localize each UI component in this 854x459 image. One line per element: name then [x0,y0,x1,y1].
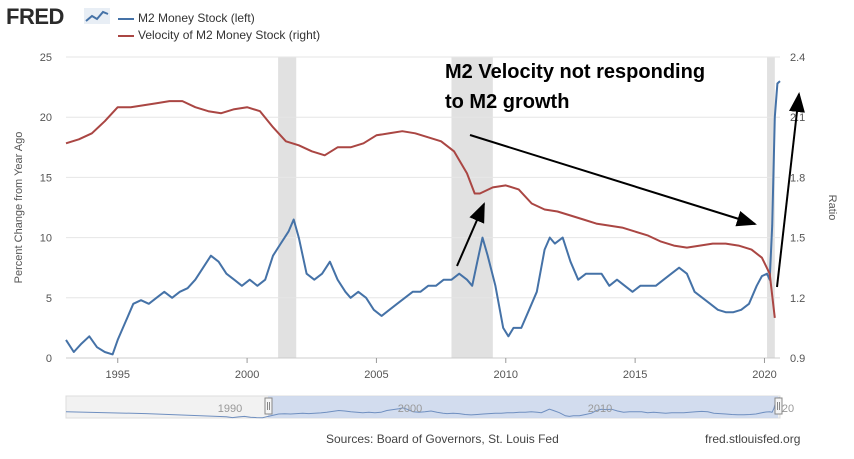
legend-item-m2[interactable]: M2 Money Stock (left) [118,10,320,27]
navigator-handle-left[interactable] [264,397,273,415]
navigator-sparkline [65,397,781,419]
chart-legend: M2 Money Stock (left) Velocity of M2 Mon… [118,10,320,44]
y-tick-label-20: 20 [40,112,52,124]
sources-text: Sources: Board of Governors, St. Louis F… [326,432,559,446]
plot-area [66,57,780,358]
legend-swatch-m2 [118,17,134,20]
navigator-selection[interactable] [268,396,778,418]
y-tick-label-25: 25 [40,52,52,64]
y2-tick-label-3: 1.8 [790,172,805,184]
y-tick-label-5: 5 [46,293,52,305]
navigator-tick-label-2: 2010 [588,403,612,415]
navigator-handle-right[interactable] [774,397,783,415]
annotation-line-0: M2 Velocity not responding [445,61,705,83]
annotation-arrow-velocity [469,134,757,227]
y2-tick-label-2: 1.5 [790,233,805,245]
annotation-arrow-2020 [776,92,805,288]
x-tick-label-2010: 2010 [494,369,518,381]
y-tick-label-15: 15 [40,172,52,184]
y2-axis-label: Ratio [826,195,838,221]
x-tick-label-2005: 2005 [364,369,388,381]
navigator-tick-label-3: 20 [782,403,794,415]
legend-label-velocity: Velocity of M2 Money Stock (right) [138,28,321,42]
legend-label-m2: M2 Money Stock (left) [138,11,255,25]
y2-tick-label-5: 2.4 [790,52,805,64]
fred-chart-icon [84,8,110,24]
y2-tick-label-0: 0.9 [790,353,805,365]
navigator-tick-label-0: 1990 [218,403,242,415]
x-tick-label-2015: 2015 [623,369,647,381]
legend-swatch-velocity [118,34,134,37]
y2-tick-label-4: 2.1 [790,112,805,124]
site-link[interactable]: fred.stlouisfed.org [705,432,801,446]
fred-logo[interactable]: FRED [6,4,64,29]
x-tick-label-2000: 2000 [235,369,259,381]
y-tick-label-10: 10 [40,233,52,245]
series-line-velocity[interactable] [65,100,776,319]
annotation-arrow-2008 [456,202,485,267]
x-tick-label-1995: 1995 [105,369,129,381]
y-tick-label-0: 0 [46,353,52,365]
y-axis-label: Percent Change from Year Ago [13,132,25,284]
y2-tick-label-1: 1.2 [790,293,805,305]
series-line-m2[interactable] [65,80,781,356]
legend-item-velocity[interactable]: Velocity of M2 Money Stock (right) [118,27,320,44]
recession-band-2 [767,57,775,358]
x-tick-label-2020: 2020 [752,369,776,381]
annotation-line-1: to M2 growth [445,91,569,113]
recession-band-0 [278,57,297,358]
navigator-tick-label-1: 2000 [398,403,422,415]
fred-header: FRED M2 Money Stock (left) Velocity of M… [6,2,846,46]
